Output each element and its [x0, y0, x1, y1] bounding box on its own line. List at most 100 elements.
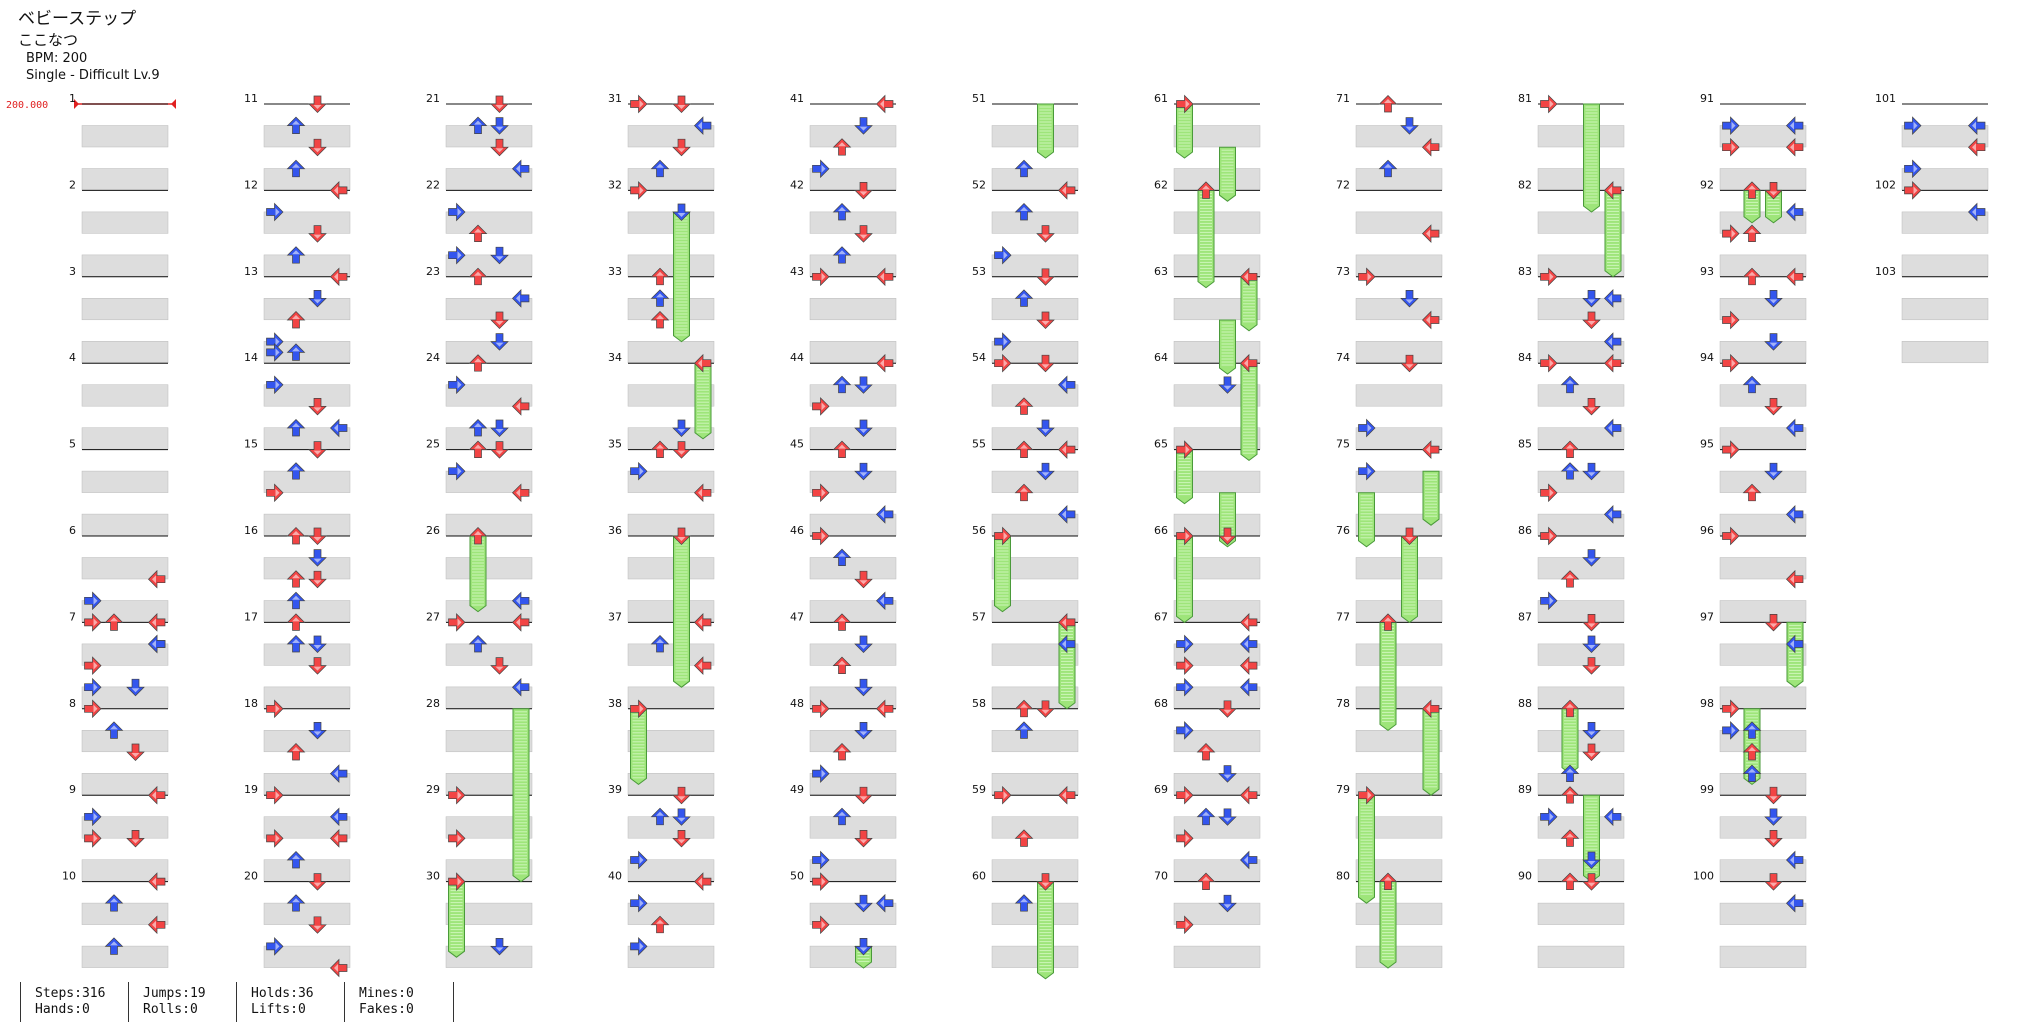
arrow-down-icon: [1742, 267, 1762, 286]
arrow-down-icon: [286, 462, 306, 480]
arrow-up-icon: [854, 117, 873, 135]
hold-body: [1401, 535, 1418, 624]
measure-number: 55: [972, 438, 986, 451]
arrow-right-icon: [330, 764, 348, 783]
arrow-right-icon: [1058, 613, 1076, 632]
stats-group-jumps: Jumps:19 Rolls:0: [128, 982, 236, 1022]
beat-band: [1537, 816, 1625, 839]
measure: 77: [1336, 610, 1443, 709]
arrow-down-icon: [468, 224, 488, 242]
arrow-up-icon: [854, 786, 873, 805]
measure-number: 57: [972, 610, 986, 623]
arrow-up-icon: [1764, 808, 1783, 826]
arrow-left-icon: [812, 267, 830, 287]
arrow-down-icon: [286, 613, 306, 631]
arrow-up-icon: [672, 138, 691, 157]
measure: 28: [426, 697, 533, 796]
arrow-right-icon: [512, 483, 530, 503]
arrow-down-icon: [1742, 224, 1762, 242]
arrow-up-icon: [1764, 830, 1783, 848]
fakes-count: Fakes:0: [359, 1002, 414, 1017]
beat-band: [1719, 600, 1807, 623]
beat-band: [627, 643, 715, 666]
arrow-up-icon: [854, 635, 873, 653]
measure-number: 63: [1154, 265, 1168, 278]
arrow-right-icon: [876, 699, 894, 719]
arrow-down-icon: [1378, 95, 1398, 113]
beat-band: [1719, 730, 1807, 753]
measure-number: 68: [1154, 697, 1168, 710]
arrow-down-icon: [286, 570, 306, 588]
measure-number: 30: [426, 870, 440, 883]
beat-band: [991, 859, 1079, 882]
beat-band: [627, 945, 715, 968]
arrow-right-icon: [876, 591, 894, 611]
measure: 20: [244, 870, 351, 968]
measure-number: 87: [1518, 610, 1532, 623]
arrow-right-icon: [1786, 137, 1804, 157]
arrow-left-icon: [630, 181, 648, 200]
arrow-left-icon: [630, 937, 648, 956]
arrow-left-icon: [266, 483, 284, 503]
measure: 4: [69, 351, 169, 450]
arrow-up-icon: [1764, 462, 1783, 481]
measure: 26: [426, 524, 533, 623]
measure: 69: [1154, 783, 1261, 882]
measure: 1: [69, 92, 169, 191]
arrow-left-icon: [630, 461, 648, 481]
measure-number: 51: [972, 92, 986, 105]
beat-band: [809, 643, 897, 666]
arrow-left-icon: [1358, 418, 1376, 438]
arrow-down-icon: [286, 591, 306, 610]
measure: 29: [426, 783, 533, 882]
measure-number: 42: [790, 178, 804, 191]
arrow-down-icon: [468, 635, 488, 653]
beat-band: [1355, 384, 1443, 407]
arrow-left-icon: [1176, 440, 1194, 459]
beat-band: [445, 427, 533, 450]
arrow-right-icon: [512, 613, 530, 632]
holds-count: Holds:36: [251, 986, 314, 1001]
beat-band: [1901, 125, 1989, 148]
measure: 89: [1518, 783, 1625, 882]
arrow-down-icon: [1742, 764, 1762, 782]
beat-band: [445, 211, 533, 234]
arrow-right-icon: [694, 483, 712, 503]
arrow-up-icon: [1582, 311, 1601, 329]
beat-band: [1901, 341, 1989, 364]
arrow-down-icon: [1196, 181, 1216, 199]
measure: 75: [1336, 438, 1443, 536]
arrow-down-icon: [286, 527, 306, 545]
arrow-up-icon: [854, 462, 873, 481]
beat-band: [627, 211, 715, 234]
arrow-left-icon: [1176, 656, 1194, 675]
arrow-left-icon: [630, 94, 648, 114]
arrow-right-icon: [1058, 181, 1076, 200]
measure-number: 19: [244, 783, 258, 796]
arrow-down-icon: [832, 807, 852, 826]
arrow-down-icon: [1014, 829, 1034, 847]
measure-number: 15: [244, 438, 258, 451]
measure-number: 91: [1700, 92, 1714, 105]
measure: 71: [1336, 92, 1443, 191]
hold-body: [1379, 881, 1397, 969]
measure: 54: [972, 351, 1079, 450]
measure: 50: [790, 870, 897, 968]
beat-band: [445, 557, 533, 580]
measure-number: 40: [608, 870, 622, 883]
beat-band: [1355, 730, 1443, 753]
song-artist: ここなつ: [18, 31, 79, 49]
arrow-down-icon: [832, 246, 852, 264]
measure-number: 29: [426, 783, 440, 796]
beat-band: [1719, 816, 1807, 839]
arrow-up-icon: [672, 419, 691, 437]
hold-note: [1379, 881, 1397, 969]
arrow-left-icon: [1540, 807, 1558, 827]
arrow-left-icon: [448, 613, 466, 632]
beat-band: [1537, 557, 1625, 580]
measure: 87: [1518, 610, 1625, 709]
arrow-up-icon: [1764, 182, 1783, 200]
arrow-up-icon: [1764, 290, 1783, 308]
arrow-up-icon: [1036, 225, 1055, 243]
beat-band: [1537, 384, 1625, 407]
